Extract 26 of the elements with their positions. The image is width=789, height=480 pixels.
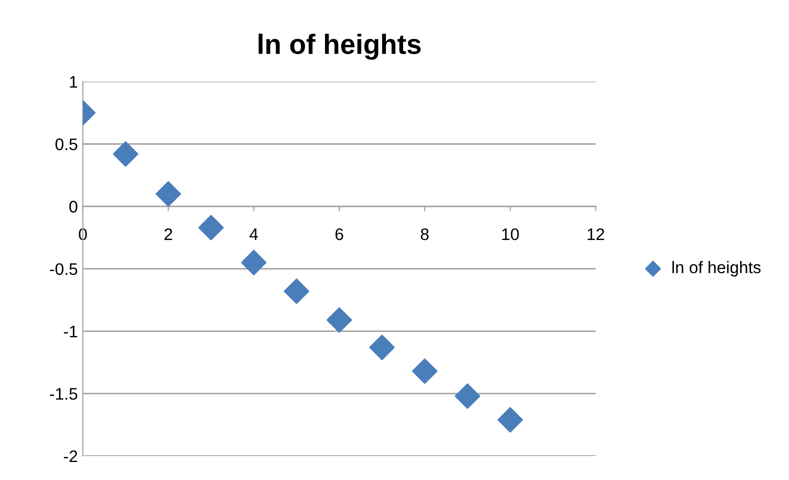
x-tick-label: 6 [335, 228, 344, 240]
legend-label: ln of heights [672, 261, 761, 277]
point [497, 407, 523, 433]
point [369, 334, 395, 360]
point [198, 214, 224, 240]
point [112, 141, 138, 167]
y-tick-label: 0.5 [55, 138, 78, 150]
point [241, 250, 267, 276]
x-tick-label: 8 [420, 228, 429, 240]
point [412, 358, 438, 384]
y-tick-label: 1 [70, 76, 78, 88]
y-tick-label: -1.5 [50, 388, 78, 400]
y-tick-label: 0 [69, 200, 78, 213]
chart-title: ln of heights [258, 34, 421, 60]
y-tick-label: -0.5 [50, 263, 78, 276]
point [454, 383, 480, 409]
x-tick-label: 10 [502, 228, 519, 240]
point [284, 278, 310, 304]
point [156, 181, 182, 207]
x-tick-label: 12 [588, 228, 604, 240]
x-tick-label: 4 [250, 228, 258, 240]
x-tick-label: 0 [78, 228, 87, 240]
y-tick-label: -1 [64, 326, 78, 338]
point [326, 307, 352, 333]
x-tick-label: 2 [164, 228, 172, 240]
y-tick-label: -2 [64, 450, 78, 462]
